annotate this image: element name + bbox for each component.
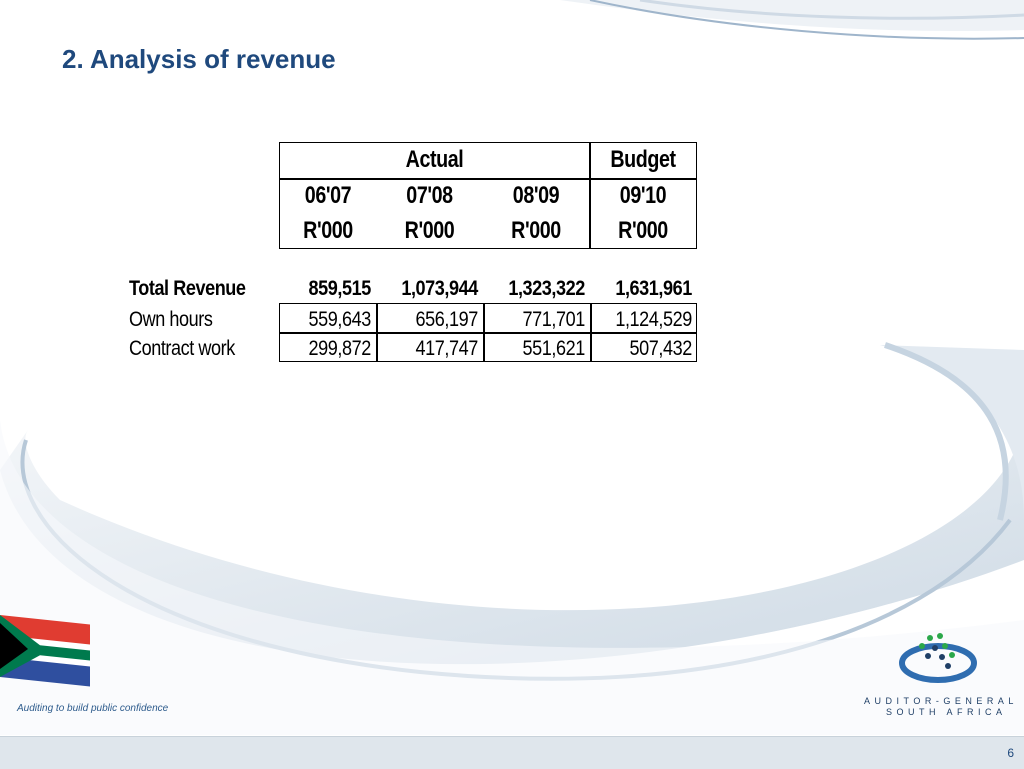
header-year-1: 07'08 — [406, 182, 453, 209]
own-hours-0: 559,643 — [308, 308, 372, 331]
header-year-3: 09'10 — [619, 182, 667, 209]
own-hours-2: 771,701 — [522, 308, 586, 331]
page-number: 6 — [1007, 746, 1014, 760]
header-year-0: 06'07 — [304, 182, 352, 209]
contract-work-2: 551,621 — [522, 337, 586, 360]
logo-text-line2: SOUTH AFRICA — [886, 707, 1007, 717]
header-budget: Budget — [610, 146, 676, 173]
flag-icon — [0, 615, 90, 687]
row-label-own-hours: Own hours — [129, 308, 213, 331]
total-revenue-1: 1,073,944 — [401, 277, 478, 300]
table-header-box — [279, 142, 697, 249]
own-hours-1: 656,197 — [415, 308, 479, 331]
header-unit-3: R'000 — [618, 217, 668, 244]
row-label-contract-work: Contract work — [129, 337, 235, 360]
slide-title: 2. Analysis of revenue — [62, 44, 336, 74]
total-revenue-3: 1,631,961 — [615, 277, 692, 300]
header-unit-1: R'000 — [404, 217, 455, 244]
row-label-total-revenue: Total Revenue — [129, 277, 246, 300]
contract-work-0: 299,872 — [308, 337, 372, 360]
total-revenue-0: 859,515 — [308, 277, 372, 300]
contract-work-3: 507,432 — [629, 337, 693, 360]
header-actual: Actual — [405, 146, 464, 173]
logo-text-line1: AUDITOR-GENERAL — [864, 696, 1018, 706]
header-unit-2: R'000 — [511, 217, 561, 244]
auditor-general-logo-icon — [899, 633, 977, 683]
own-hours-3: 1,124,529 — [615, 308, 692, 331]
tagline: Auditing to build public confidence — [17, 703, 169, 714]
contract-work-1: 417,747 — [415, 337, 479, 360]
footer-bar — [0, 736, 1024, 769]
header-unit-0: R'000 — [303, 217, 353, 244]
header-year-2: 08'09 — [512, 182, 560, 209]
total-revenue-2: 1,323,322 — [508, 277, 585, 300]
